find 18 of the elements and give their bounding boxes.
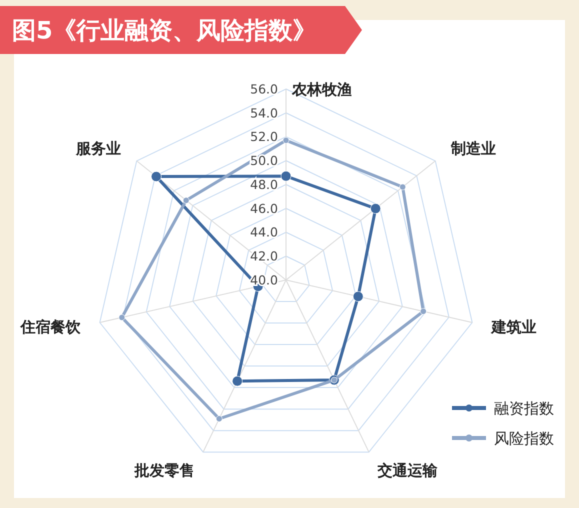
spoke-label: 服务业 [75,140,122,158]
spoke-label: 制造业 [450,140,496,158]
legend-label: 风险指数 [494,429,554,448]
spoke-label: 住宿餐饮 [19,318,82,336]
spoke-label: 农林牧渔 [291,80,352,98]
chart-title: 图5《行业融资、风险指数》 [12,16,317,44]
legend-label: 融资指数 [494,399,554,418]
spoke-label: 批发零售 [133,461,194,480]
spoke-label: 建筑业 [490,318,537,336]
y-tick-label: 54.0 [250,105,278,120]
y-tick-label: 42.0 [250,248,278,264]
y-tick-label: 50.0 [250,153,278,168]
spoke-label: 交通运输 [376,461,439,480]
y-tick-label: 48.0 [250,176,278,192]
y-tick-label: 56.0 [250,81,278,96]
y-tick-label: 46.0 [250,200,278,216]
y-tick-label: 52.0 [250,129,278,144]
y-tick-label: 44.0 [250,224,278,240]
